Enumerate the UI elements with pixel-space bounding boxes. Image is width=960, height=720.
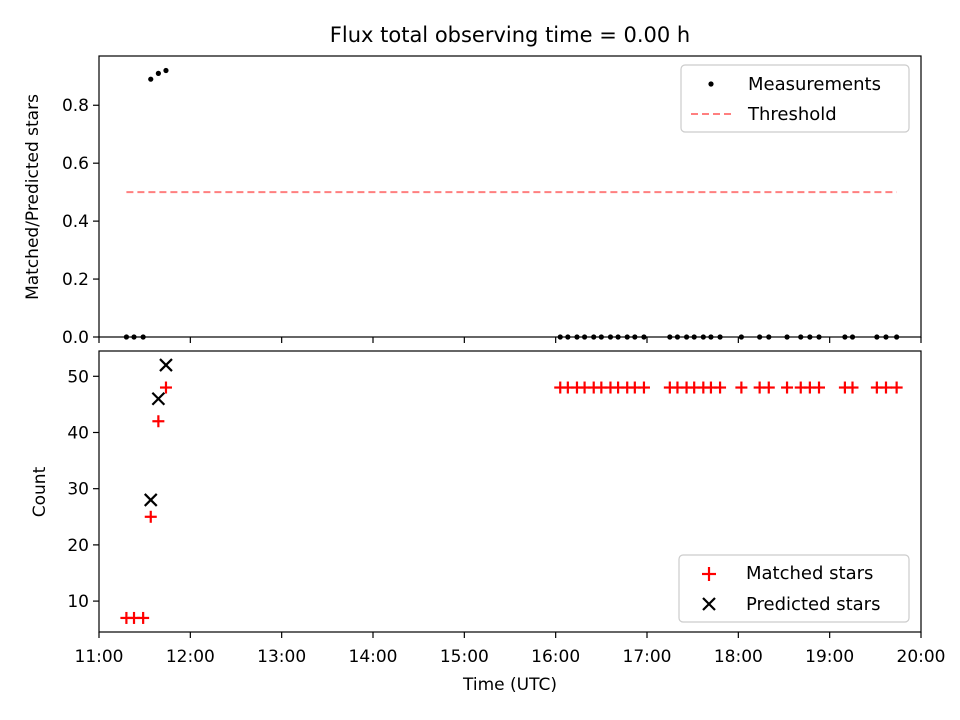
top-x-ticks (98, 337, 922, 343)
matched-stars-point (144, 510, 157, 523)
y-tick-label: 50 (67, 367, 89, 387)
matched-stars-point (762, 381, 775, 394)
matched-stars-point (152, 415, 165, 428)
matched-stars-point (879, 381, 892, 394)
x-stroke-b (143, 493, 158, 507)
x-tick-label: 15:00 (440, 647, 489, 667)
predicted-stars-point (159, 358, 173, 372)
y-tick-label: 10 (67, 592, 89, 612)
x-tick-label: 20:00 (897, 647, 946, 667)
matched-stars-point (846, 381, 859, 394)
x-tick-label: 12:00 (166, 647, 215, 667)
x-stroke-b (159, 358, 173, 372)
top-axes: Flux total observing time = 0.00 h Match… (23, 23, 922, 348)
chart-title: Flux total observing time = 0.00 h (330, 23, 690, 47)
x-tick-label: 11:00 (75, 647, 124, 667)
y-tick-label: 0.8 (62, 96, 89, 116)
x-tick-label: 16:00 (531, 647, 580, 667)
x-tick-label: 14:00 (349, 647, 398, 667)
x-tick-label: 17:00 (623, 647, 672, 667)
predicted-stars-point (143, 493, 158, 507)
bottom-y-ticks: 10 20 30 40 50 (67, 367, 99, 612)
matched-stars-point (714, 381, 727, 394)
matched-stars-point (813, 381, 826, 394)
bottom-x-ticks: 11:00 12:00 13:00 14:00 15:00 16:00 17:00 18:00… (75, 632, 946, 667)
legend-matched-stars-label: Matched stars (746, 563, 873, 584)
bottom-y-axis-label: Count (30, 466, 50, 517)
y-tick-label: 30 (67, 480, 89, 500)
top-y-ticks: 0.0 0.2 0.4 0.6 0.8 (62, 96, 99, 348)
y-tick-label: 20 (67, 536, 89, 556)
matched-stars-point (159, 381, 172, 394)
bottom-axes-frame (98, 350, 922, 633)
legend-threshold-label: Threshold (747, 104, 837, 125)
x-axis-label: Time (UTC) (462, 675, 557, 695)
x-tick-label: 13:00 (257, 647, 306, 667)
x-tick-label: 18:00 (714, 647, 763, 667)
x-stroke-b (151, 391, 166, 406)
legend-predicted-stars-label: Predicted stars (746, 594, 880, 615)
matched-stars-point (137, 611, 150, 624)
measurement-point (155, 70, 161, 76)
measurement-point (163, 67, 169, 74)
matched-stars-point (735, 381, 748, 394)
y-tick-label: 0.6 (62, 154, 89, 174)
x-tick-label: 19:00 (805, 647, 854, 667)
y-tick-label: 40 (67, 423, 89, 443)
bottom-plot-area (120, 358, 903, 624)
bottom-legend: Matched stars Predicted stars (678, 554, 910, 623)
measurement-point (148, 76, 154, 82)
bottom-axes: Count Time (UTC) 10 20 30 40 50 11:00 12:00 13… (30, 350, 946, 695)
matched-stars-point (781, 381, 794, 394)
top-y-axis-label: Matched/Predicted stars (23, 94, 43, 300)
y-tick-label: 0.0 (62, 328, 89, 348)
legend-measurements-marker (708, 81, 714, 87)
top-legend: Measurements Threshold (680, 64, 910, 133)
top-axes-frame (98, 55, 922, 338)
matched-stars-point (890, 381, 903, 394)
legend-matched-stars-marker (702, 567, 716, 581)
predicted-stars-point (151, 391, 166, 406)
legend-measurements-label: Measurements (748, 74, 881, 95)
y-tick-label: 0.2 (62, 270, 89, 290)
y-tick-label: 0.4 (62, 212, 89, 232)
top-legend-box (680, 64, 910, 133)
matched-stars-point (637, 381, 650, 394)
legend-predicted-stars-marker (702, 597, 716, 611)
bottom-legend-box (678, 554, 910, 623)
